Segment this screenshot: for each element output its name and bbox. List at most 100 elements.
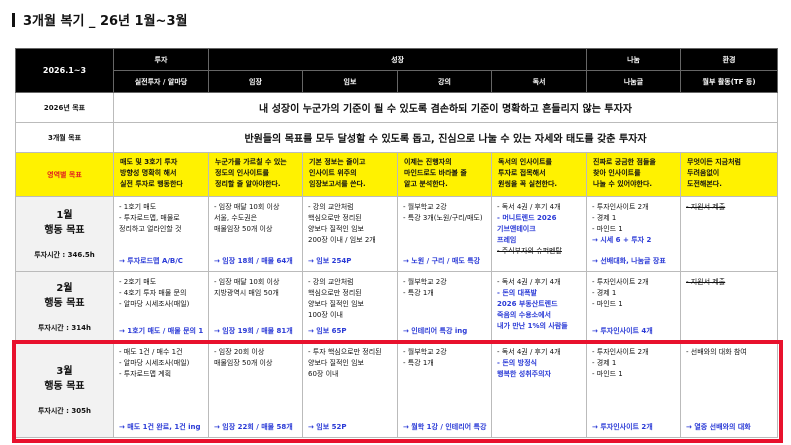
action-item: 내가 만난 1%의 사람들 xyxy=(497,322,568,330)
result-text: → 임보 65P xyxy=(308,327,347,335)
action-item: 양보다 질적인 임보 xyxy=(308,225,364,233)
column-header: 월부 활동(TF 등) xyxy=(680,70,779,93)
title-bar-icon xyxy=(12,12,15,27)
month-cell: - 월부학교 2강 - 특강 3개(노원/구리/매도) → 노원 / 구리 / 매도… xyxy=(397,196,492,272)
action-item: 2026 부동산트렌드 xyxy=(497,300,558,308)
month-name: 3월 xyxy=(56,365,73,377)
area-goal-line: 누군가를 가르칠 수 있는 xyxy=(215,158,287,166)
result-text: → 임장 19회 / 매물 81개 xyxy=(214,327,293,335)
area-goal-line: 알고 분석한다. xyxy=(404,180,448,188)
action-item: - 독서 4권 / 후기 4개 xyxy=(497,278,561,286)
area-goal-line: 도전해본다. xyxy=(687,180,722,188)
action-item: 매물임장 50개 이상 xyxy=(214,359,273,367)
area-goal-line: 원씽을 꼭 실천한다. xyxy=(498,180,558,188)
result-text: → 선배대화, 나눔글 장표 xyxy=(592,257,666,265)
result-text: → 임보 254P xyxy=(308,257,352,265)
action-item: - 2호기 매도 xyxy=(119,278,157,286)
result-text: → 투자로드맵 A/B/C xyxy=(119,257,183,265)
goal-text-quarter: 반원들의 목표를 모두 달성할 수 있도록 돕고, 진심으로 나눌 수 있는 자… xyxy=(112,122,779,153)
month-label-cell: 3월 행동 목표 투자시간 : 305h xyxy=(15,341,114,438)
month-cell: - 독서 4권 / 후기 4개 - 돈의 방정식 행복한 성취주의자 xyxy=(490,341,588,438)
month-cell: - 독서 4권 / 후기 4개 - 돈의 대폭발 2026 부동산트렌드 죽음의 … xyxy=(490,271,588,342)
result-text: → 매도 1건 완료, 1건 ing xyxy=(119,423,201,431)
action-item: - 알마당 시세조사(매일) xyxy=(119,359,190,367)
action-item: - 강의 교안처럼 xyxy=(308,278,354,286)
column-header: 나눔글 xyxy=(586,70,682,93)
action-item: - 돈의 대폭발 xyxy=(497,289,537,297)
area-goal-line: 두려움없이 xyxy=(687,169,720,177)
result-text: → 인테리어 특강 ing xyxy=(403,327,468,335)
goal-label-quarter: 3개월 목표 xyxy=(15,122,114,153)
action-item: 서울, 수도권은 xyxy=(214,214,258,222)
action-item: - 매도 1건 / 매수 1건 xyxy=(119,348,183,356)
month-cell: - 매도 1건 / 매수 1건 - 알마당 시세조사(매일) - 투자로드맵 계획 →… xyxy=(113,341,209,438)
column-header: 임보 xyxy=(302,70,398,93)
action-item: - 투자 핵심으로만 정리된 xyxy=(308,348,382,356)
area-goal-line: 정리할 줄 알아야한다. xyxy=(215,180,281,188)
area-goal-line: 무엇이든 지금처럼 xyxy=(687,158,741,166)
result-text: → 1호기 매도 / 매물 문의 1 xyxy=(119,327,204,335)
action-item: - 경제 1 xyxy=(592,214,617,222)
action-item: - 마인드 1 xyxy=(592,225,623,233)
action-item: 지방광역시 매임 50개 xyxy=(214,289,279,297)
result-text: → 열중 선배와의 대화 xyxy=(686,423,751,431)
result-text: → 임보 52P xyxy=(308,423,347,431)
month-cell: - 임장 매달 10회 이상 지방광역시 매임 50개 → 임장 19회 / 매물… xyxy=(208,271,303,342)
action-item: - 경제 1 xyxy=(592,359,617,367)
month-cell: - 월부학교 2강 - 특강 1개 → 인테리어 특강 ing xyxy=(397,271,492,342)
area-goal-line: 마인드로도 바라볼 줄 xyxy=(404,169,467,177)
month-name: 1월 xyxy=(56,210,73,221)
action-item: - 투자로드맵, 매물로 xyxy=(119,214,180,222)
action-item: - 독서 4권 / 후기 4개 xyxy=(497,203,561,211)
action-item: - 임장 매달 10회 이상 xyxy=(214,203,280,211)
month-cell: - 선배와의 대화 참여 → 열중 선배와의 대화 xyxy=(680,341,779,438)
group-header-environment: 환경 xyxy=(680,48,779,71)
month-cell: - 투자 핵심으로만 정리된 양보다 질적인 임보 60장 이내 → 임보 52P xyxy=(302,341,398,438)
action-item: - 투자인사이트 2개 xyxy=(592,278,649,286)
area-goal-line: 투자로 접목해서 xyxy=(498,169,546,177)
area-goal-line: 방향성 명확히 해서 xyxy=(120,169,177,177)
area-goal-line: 임장보고서를 쓴다. xyxy=(309,180,366,188)
action-item: - 특강 1개 xyxy=(403,289,434,297)
area-goal-cell: 누군가를 가르칠 수 있는 정도의 인사이트를 정리할 줄 알아야한다. xyxy=(208,152,303,197)
result-text: → 임장 22회 / 매물 58개 xyxy=(214,423,293,431)
area-goal-cell: 기본 정보는 줄이고 인사이트 위주의 임장보고서를 쓴다. xyxy=(302,152,398,197)
action-item: - 강의 교안처럼 xyxy=(308,203,354,211)
period-header: 2026.1~3 xyxy=(15,48,114,93)
invest-hours: 투자시간 : 314h xyxy=(37,323,92,332)
month-cell: - 강의 교안처럼 핵심으로만 정리된 양보다 질적인 임보 100장 이내 → … xyxy=(302,271,398,342)
month-cell: - 지원서 제출 xyxy=(680,271,779,342)
action-item: 100장 이내 xyxy=(308,311,343,319)
action-item: 핵심으로만 정리된 xyxy=(308,214,362,222)
month-subtitle: 행동 목표 xyxy=(44,225,85,236)
month-cell: - 투자인사이트 2개 - 경제 1 - 마인드 1 → 시세 6 + 투자 2 → 선… xyxy=(586,196,682,272)
month-cell: - 임장 매달 10회 이상 서울, 수도권은 매물임장 50개 이상 → 임장 … xyxy=(208,196,303,272)
column-header: 강의 xyxy=(397,70,492,93)
page-title: 3개월 복기 _ 26년 1월~3월 xyxy=(12,10,187,29)
area-goal-cell: 독서의 인사이트를 투자로 접목해서 원씽을 꼭 실천한다. xyxy=(490,152,588,197)
result-text: → 노원 / 구리 / 매도 특강 xyxy=(403,257,481,265)
group-header-share: 나눔 xyxy=(586,48,682,71)
action-item: - 투자인사이트 2개 xyxy=(592,203,649,211)
month-subtitle: 행동 목표 xyxy=(44,297,85,309)
month-cell: - 강의 교안처럼 핵심으로만 정리된 양보다 질적인 임보 200장 이내 /… xyxy=(302,196,398,272)
column-header: 독서 xyxy=(490,70,588,93)
action-item: - 월부학교 2강 xyxy=(403,203,447,211)
result-text: → 월학 1강 / 인테리어 특강 xyxy=(403,423,487,431)
action-item: → 시세 6 + 투자 2 xyxy=(592,236,652,244)
invest-hours: 투자시간 : 346.5h xyxy=(34,251,95,259)
action-item: - 투자인사이트 2개 xyxy=(592,348,649,356)
result-text: → 투자인사이트 4개 xyxy=(592,327,653,335)
action-item: - 선배와의 대화 참여 xyxy=(686,348,747,356)
column-header: 임장 xyxy=(208,70,303,93)
month-cell: - 월부학교 2강 - 특강 1개 → 월학 1강 / 인테리어 특강 xyxy=(397,341,492,438)
action-item: - 마인드 1 xyxy=(592,370,623,378)
action-item: - 지원서 제출 xyxy=(686,203,726,211)
invest-hours: 투자시간 : 305h xyxy=(37,406,92,415)
month-label-cell: 2월 행동 목표 투자시간 : 314h xyxy=(15,271,114,342)
area-goal-line: 찾아 인사이트를 xyxy=(593,169,641,177)
goal-text-year: 내 성장이 누군가의 기준이 될 수 있도록 겸손하되 기준이 명확하고 흔들리… xyxy=(112,92,779,123)
action-item: 핵심으로만 정리된 xyxy=(308,289,362,297)
